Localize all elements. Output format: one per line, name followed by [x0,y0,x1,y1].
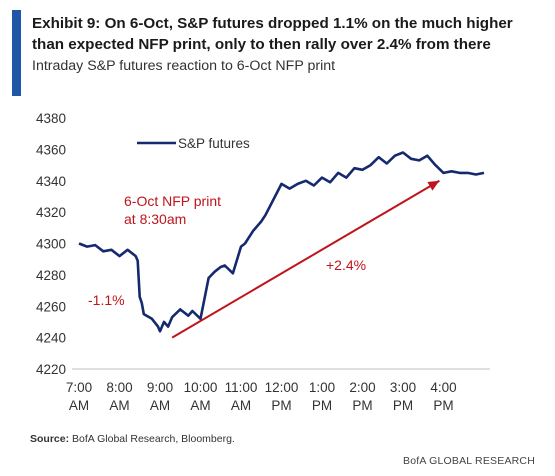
source-label: Source: [30,433,70,445]
x-tick-label: 10:00 [184,380,218,395]
x-tick-label: 1:00 [309,380,335,395]
brand-label: BofA GLOBAL RESEARCH [403,455,535,467]
y-tick-label: 4380 [36,111,66,126]
source-note: Source: BofA Global Research, Bloomberg. [30,433,235,445]
x-tick-label-period: PM [352,398,372,413]
line-chart: 4220 4240 4260 4280 4300 4320 4340 4360 4380 7:0… [36,111,490,413]
y-tick-label: 4320 [36,205,66,220]
x-tick-label-period: AM [69,398,89,413]
x-axis: 7:00 AM 8:00 AM 9:00 AM 10:00 AM 11:00 AM 12:00 PM 1… [66,380,457,413]
x-tick-label: 8:00 [106,380,132,395]
x-tick-label-period: AM [231,398,251,413]
x-tick-label: 11:00 [225,380,258,395]
x-tick-label-period: AM [109,398,129,413]
annotation-rally-pct: +2.4% [326,257,366,273]
x-tick-label: 2:00 [349,380,375,395]
source-text: BofA Global Research, Bloomberg. [72,433,235,445]
legend: S&P futures [137,136,250,151]
annotation-drop-pct: -1.1% [88,292,125,308]
rally-arrow-line [171,179,440,339]
y-axis: 4220 4240 4260 4280 4300 4320 4340 4360 4380 [36,111,66,377]
y-tick-label: 4300 [36,237,66,252]
accent-bar [12,10,21,96]
x-tick-label: 12:00 [265,380,299,395]
series-line-sp-futures [78,151,485,333]
y-tick-label: 4240 [36,331,66,346]
x-tick-label-period: AM [190,398,210,413]
y-tick-label: 4360 [36,142,66,157]
annotations: 6-Oct NFP print at 8:30am -1.1% +2.4% [88,179,440,339]
x-tick-label-period: PM [433,398,453,413]
x-tick-label: 9:00 [147,380,173,395]
legend-label: S&P futures [178,136,250,151]
annotation-nfp-time: at 8:30am [124,211,186,227]
chart-title: Exhibit 9: On 6-Oct, S&P futures dropped… [32,15,513,53]
x-tick-label: 3:00 [390,380,416,395]
x-tick-label-period: PM [271,398,291,413]
x-tick-label-period: AM [150,398,170,413]
x-tick-label: 4:00 [430,380,456,395]
x-tick-label-period: PM [393,398,413,413]
chart-subtitle: Intraday S&P futures reaction to 6-Oct N… [32,58,336,74]
y-tick-label: 4260 [36,299,66,314]
y-tick-label: 4340 [36,174,66,189]
x-tick-label: 7:00 [66,380,92,395]
y-tick-label: 4280 [36,268,66,283]
annotation-nfp-print: 6-Oct NFP print [124,193,221,209]
rally-arrow-head [427,180,440,191]
y-tick-label: 4220 [36,362,66,377]
plot-area [78,151,485,333]
x-tick-label-period: PM [312,398,332,413]
